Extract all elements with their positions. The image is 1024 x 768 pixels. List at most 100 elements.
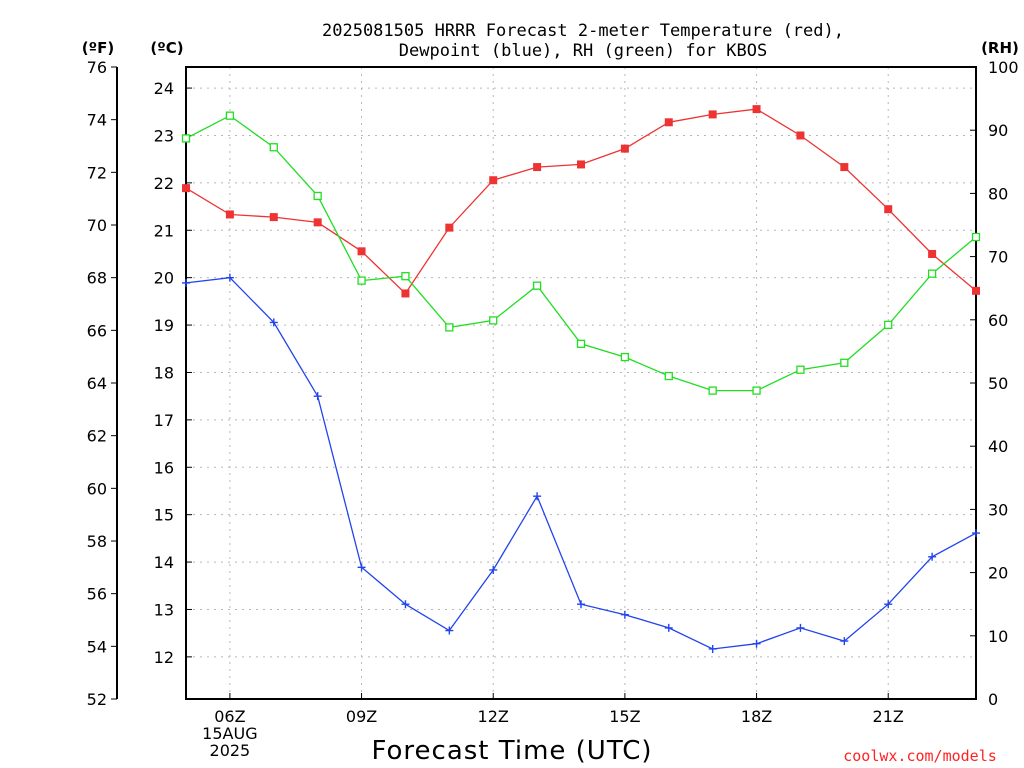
temperature-point [796,131,805,140]
rh-point [796,365,805,374]
rh-point [664,371,673,381]
x-tick-label: 15AUG [202,724,257,743]
temperature-point [664,118,673,127]
celsius-tick-label: 22 [154,174,174,193]
celsius-tick-label: 16 [154,458,174,477]
x-tick-label: 18Z [741,707,772,726]
data-series [181,105,981,653]
dewpoint-point [313,392,322,401]
temperature-point [489,176,498,185]
rh-point [620,352,630,362]
rh-unit-label: (RH) [981,39,1019,57]
fahrenheit-tick-label: 76 [87,58,107,77]
temperature-point [972,286,980,295]
x-tick-label: 06Z [214,707,245,726]
dewpoint-point [664,623,673,632]
celsius-tick-label: 18 [154,363,174,382]
celsius-tick-label: 14 [154,553,174,572]
celsius-tick-label: 23 [154,126,174,145]
temperature-point [752,105,761,114]
rh-point [269,143,278,152]
rh-tick-label: 0 [988,690,998,709]
rh-point [401,272,410,281]
rh-point [576,339,586,348]
dewpoint-point [928,552,937,561]
fahrenheit-unit-label: (ºF) [82,39,114,57]
x-axis-title: Forecast Time (UTC) [371,736,652,766]
x-tick-label: 2025 [210,741,251,760]
rh-point [357,276,366,285]
rh-tick-label: 100 [988,58,1019,77]
dewpoint-point [401,600,410,609]
credit-text: coolwx.com/models [843,747,997,765]
rh-point [225,111,235,120]
fahrenheit-tick-label: 72 [87,163,107,182]
fahrenheit-tick-label: 64 [87,374,107,393]
dewpoint-point [269,318,278,327]
temperature-point [577,160,585,169]
rh-point [708,386,717,395]
x-tick-label: 21Z [873,707,904,726]
chart-title-line1: 2025081505 HRRR Forecast 2-meter Tempera… [322,21,844,41]
rh-point [313,191,322,201]
rh-point [971,232,981,242]
celsius-unit-label: (ºC) [150,39,183,57]
rh-point [489,316,498,325]
dewpoint-point [972,529,980,538]
dewpoint-point [708,644,717,653]
temperature-point [928,249,937,258]
temperature-point [708,110,717,119]
rh-point [884,320,893,330]
rh-tick-label: 80 [988,184,1008,203]
celsius-tick-label: 20 [154,269,174,288]
temperature-point [840,163,849,172]
tick-labels: 52 54 56 58 60 62 64 66 68 70 72 74 76 12 13 14 15 16 17 18… [87,58,1019,760]
x-tick-label: 09Z [346,707,377,726]
dewpoint-point [445,626,454,635]
celsius-tick-label: 12 [154,648,174,667]
celsius-tick-label: 15 [154,506,174,525]
dewpoint-point [577,600,585,609]
celsius-tick-label: 17 [154,411,174,430]
dewpoint-point [884,600,893,609]
temperature-point [620,144,629,153]
rh-tick-label: 40 [988,437,1008,456]
rh-tick-label: 60 [988,311,1008,330]
temperature-point [269,213,278,222]
temperature-point [225,210,234,219]
rh-point [752,386,761,395]
dewpoint-point [489,565,498,574]
x-tick-label: 12Z [478,707,509,726]
chart-title-line2: Dewpoint (blue), RH (green) for KBOS [399,41,767,61]
temperature-point [533,163,542,172]
temperature-point [401,289,410,298]
temperature-point [445,223,454,232]
dewpoint-point [840,637,849,646]
grid-lines [186,67,976,699]
fahrenheit-tick-label: 70 [87,216,107,235]
rh-point [181,134,191,143]
rh-tick-label: 50 [988,374,1008,393]
rh-point [927,269,937,278]
rh-tick-label: 10 [988,627,1008,646]
fahrenheit-tick-label: 58 [87,532,107,551]
fahrenheit-tick-label: 74 [87,111,107,130]
axes [111,66,977,700]
temperature-point [182,184,190,193]
temperature-point [357,247,366,256]
rh-tick-label: 20 [988,564,1008,583]
fahrenheit-tick-label: 60 [87,479,107,498]
rh-tick-label: 90 [988,121,1008,140]
temperature-point [884,205,893,214]
dewpoint-point [182,278,190,287]
fahrenheit-tick-label: 52 [87,690,107,709]
rh-point [840,358,849,367]
fahrenheit-tick-label: 68 [87,269,107,288]
celsius-tick-label: 21 [154,221,174,240]
celsius-tick-label: 19 [154,316,174,335]
dewpoint-point [752,639,761,648]
rh-point [532,281,542,290]
fahrenheit-tick-label: 56 [87,585,107,604]
